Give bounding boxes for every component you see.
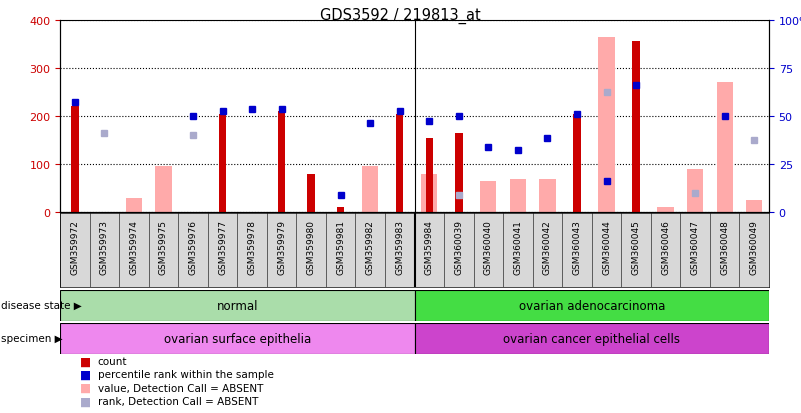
Bar bbox=[71, 107, 78, 213]
Bar bbox=[658, 208, 674, 213]
Text: GSM359977: GSM359977 bbox=[218, 219, 227, 274]
Text: GSM359974: GSM359974 bbox=[130, 219, 139, 274]
Bar bbox=[598, 38, 614, 213]
Text: percentile rank within the sample: percentile rank within the sample bbox=[98, 370, 274, 380]
Text: GSM359981: GSM359981 bbox=[336, 219, 345, 274]
Text: ■: ■ bbox=[80, 394, 91, 408]
Bar bbox=[574, 114, 581, 213]
Bar bbox=[687, 169, 703, 213]
Bar bbox=[219, 114, 226, 213]
Bar bbox=[539, 179, 556, 213]
Bar bbox=[155, 167, 171, 213]
Text: GSM360044: GSM360044 bbox=[602, 219, 611, 274]
Text: GSM360049: GSM360049 bbox=[750, 219, 759, 274]
Bar bbox=[126, 198, 142, 213]
Text: normal: normal bbox=[216, 299, 258, 312]
Bar bbox=[421, 174, 437, 213]
Bar bbox=[717, 83, 733, 213]
Bar bbox=[308, 174, 315, 213]
Text: value, Detection Call = ABSENT: value, Detection Call = ABSENT bbox=[98, 383, 263, 393]
Text: GSM360047: GSM360047 bbox=[690, 219, 699, 274]
Text: ovarian cancer epithelial cells: ovarian cancer epithelial cells bbox=[503, 332, 680, 345]
Text: GSM359972: GSM359972 bbox=[70, 219, 79, 274]
Text: specimen ▶: specimen ▶ bbox=[1, 333, 62, 344]
Text: ovarian adenocarcinoma: ovarian adenocarcinoma bbox=[518, 299, 665, 312]
Bar bbox=[632, 42, 640, 213]
Text: GSM360048: GSM360048 bbox=[720, 219, 729, 274]
Text: GSM359979: GSM359979 bbox=[277, 219, 286, 274]
Bar bbox=[396, 114, 404, 213]
Text: GSM360043: GSM360043 bbox=[573, 219, 582, 274]
Text: GSM359984: GSM359984 bbox=[425, 219, 434, 274]
Bar bbox=[415, 290, 769, 321]
Text: ovarian surface epithelia: ovarian surface epithelia bbox=[163, 332, 311, 345]
Text: GSM360041: GSM360041 bbox=[513, 219, 522, 274]
Text: GSM360045: GSM360045 bbox=[631, 219, 641, 274]
Bar bbox=[455, 133, 462, 213]
Text: ■: ■ bbox=[80, 355, 91, 368]
Text: GSM360040: GSM360040 bbox=[484, 219, 493, 274]
Bar bbox=[362, 167, 378, 213]
Bar bbox=[509, 179, 526, 213]
Bar bbox=[337, 208, 344, 213]
Text: count: count bbox=[98, 356, 127, 366]
Text: GSM359975: GSM359975 bbox=[159, 219, 168, 274]
Text: GSM359980: GSM359980 bbox=[307, 219, 316, 274]
Bar bbox=[60, 290, 415, 321]
Text: GSM360042: GSM360042 bbox=[543, 219, 552, 274]
Bar bbox=[425, 138, 433, 213]
Text: ■: ■ bbox=[80, 381, 91, 394]
Text: ■: ■ bbox=[80, 368, 91, 381]
Bar bbox=[278, 112, 285, 213]
Text: GSM359983: GSM359983 bbox=[395, 219, 405, 274]
Text: rank, Detection Call = ABSENT: rank, Detection Call = ABSENT bbox=[98, 396, 258, 406]
Bar bbox=[415, 323, 769, 354]
Text: GSM359982: GSM359982 bbox=[366, 219, 375, 274]
Text: GDS3592 / 219813_at: GDS3592 / 219813_at bbox=[320, 8, 481, 24]
Bar bbox=[481, 181, 497, 213]
Text: GSM359973: GSM359973 bbox=[100, 219, 109, 274]
Text: disease state ▶: disease state ▶ bbox=[1, 300, 82, 311]
Bar bbox=[60, 323, 415, 354]
Bar bbox=[746, 201, 763, 213]
Text: GSM360039: GSM360039 bbox=[454, 219, 463, 274]
Text: GSM359976: GSM359976 bbox=[188, 219, 198, 274]
Text: GSM360046: GSM360046 bbox=[661, 219, 670, 274]
Text: GSM359978: GSM359978 bbox=[248, 219, 256, 274]
